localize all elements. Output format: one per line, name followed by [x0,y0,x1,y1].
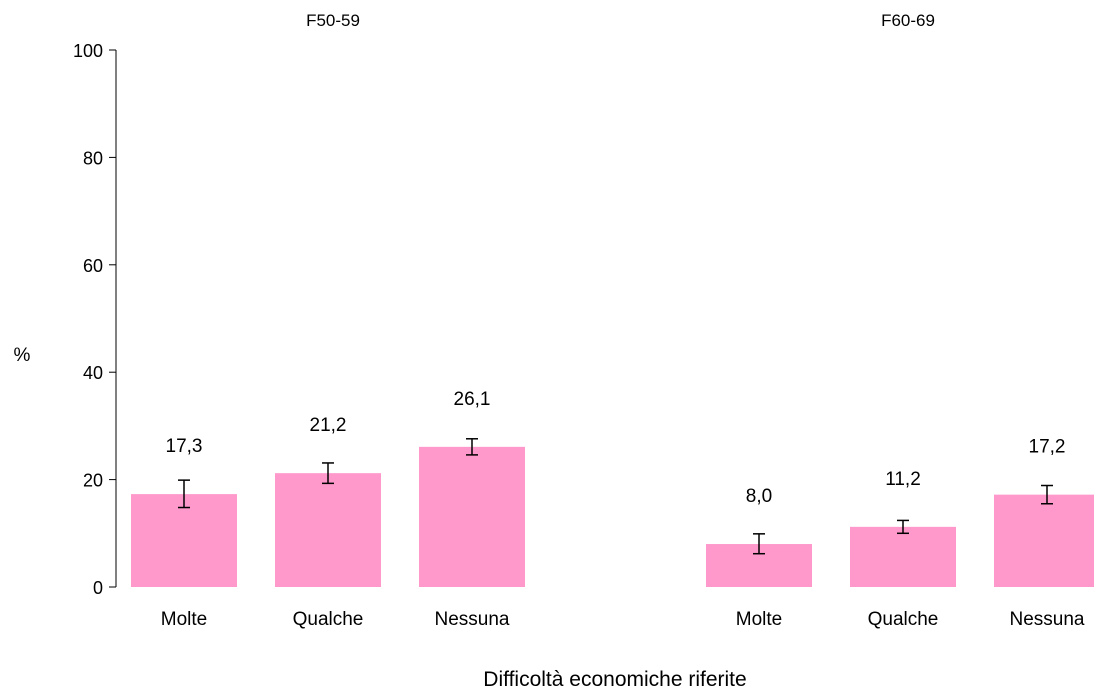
bar [131,494,237,587]
bar [994,494,1094,587]
data-label: 21,2 [310,415,347,436]
y-tick-label: 80 [83,148,103,168]
y-tick-label: 20 [83,471,103,491]
data-label: 8,0 [746,486,772,507]
y-axis-ticks: 0 20 40 60 80 100 [73,41,116,598]
chart-panels: F50-5917,3Molte21,2Qualche26,1NessunaF60… [131,11,1094,630]
data-label: 26,1 [454,389,491,410]
y-tick-label: 40 [83,363,103,383]
y-axis-label: % [14,345,31,366]
category-label: Nessuna [435,609,510,630]
bar [850,526,956,587]
category-label: Molte [161,609,207,630]
panel-2: F60-69 8,0 Molte 11,2 Qualche 17,2 Nessuna [706,11,1094,630]
panel-1: F50-59 17,3 Molte 21,2 Qualche 26,1 Nessuna [131,11,525,630]
y-tick-label: 60 [83,256,103,276]
panel-title: F50-59 [306,11,360,30]
category-label: Nessuna [1010,609,1085,630]
category-label: Qualche [293,609,364,630]
panel-title: F60-69 [881,11,935,30]
data-label: 17,3 [166,436,203,457]
x-axis-label: Difficoltà economiche riferite [483,668,746,691]
y-tick-label: 100 [73,41,103,61]
data-label: 11,2 [885,469,921,490]
category-label: Molte [736,609,782,630]
bar [275,473,381,587]
bar [419,446,525,587]
y-tick-label: 0 [93,578,103,598]
category-label: Qualche [868,609,939,630]
data-label: 17,2 [1029,437,1066,458]
